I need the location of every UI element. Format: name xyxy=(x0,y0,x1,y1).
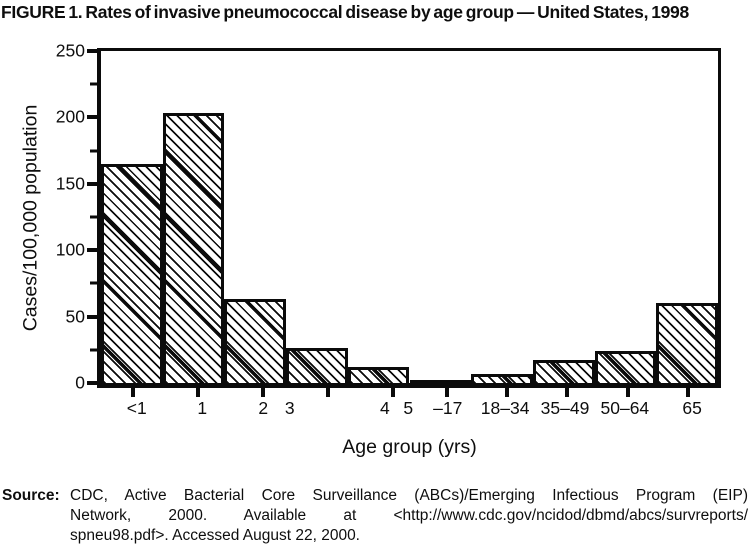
x-tick-label-18–34: 18–34 xyxy=(480,398,530,418)
y-tick-100 xyxy=(87,248,97,253)
bar-4 xyxy=(347,367,410,383)
x-tick-label-1: 1 xyxy=(197,398,208,418)
bar-<1 xyxy=(101,163,163,383)
bar-2 xyxy=(224,299,287,383)
bar-5–17 xyxy=(409,380,472,383)
x-tick-50–64 xyxy=(625,383,630,397)
bar-35–49 xyxy=(532,360,595,383)
x-tick-4 xyxy=(390,383,395,397)
x-axis-title: Age group (yrs) xyxy=(342,436,477,458)
x-tick-label-35–49: 35–49 xyxy=(540,398,590,418)
source-line-1: CDC, Active Bacterial Core Surveillance … xyxy=(70,487,748,504)
x-tick-label-3: 3 xyxy=(284,398,295,418)
y-minor-tick-175 xyxy=(90,149,97,153)
y-minor-tick-25 xyxy=(90,348,97,352)
figure-title: FIGURE 1. Rates of invasive pneumococcal… xyxy=(1,2,689,22)
x-tick-5–17 xyxy=(445,383,450,397)
source-line-3: spneu98.pdf>. Accessed August 22, 2000. xyxy=(70,527,360,544)
y-tick-label-100: 100 xyxy=(55,239,85,260)
y-axis-title: Cases/100,000 population xyxy=(19,104,42,332)
x-tick-label-4: 4 xyxy=(379,398,390,418)
plot-area: 0 50 100 150 200 250 <1 1 2 3 4 5 –17 18–34 35–49 50–64… xyxy=(56,41,721,418)
y-tick-label-200: 200 xyxy=(55,106,85,127)
y-tick-150 xyxy=(87,181,97,186)
y-tick-label-50: 50 xyxy=(65,306,85,327)
y-tick-200 xyxy=(87,115,97,120)
y-minor-tick-225 xyxy=(90,82,97,86)
x-tick-18–34 xyxy=(504,383,509,397)
x-tick-3 xyxy=(326,383,331,397)
x-tick-label-<1: <1 xyxy=(126,398,147,418)
bar-3 xyxy=(286,348,348,383)
bar-1 xyxy=(162,113,225,383)
y-tick-50 xyxy=(87,314,97,319)
x-tick-label-2: 2 xyxy=(258,398,269,418)
x-tick-label-–17: –17 xyxy=(433,398,463,418)
y-minor-tick-125 xyxy=(90,215,97,219)
source-line-2: Network, 2000. Available at <http://www.… xyxy=(70,507,748,524)
source-text: CDC, Active Bacterial Core Surveillance … xyxy=(70,486,748,544)
x-tick-65 xyxy=(685,383,690,397)
y-minor-tick-75 xyxy=(90,281,97,285)
y-tick-label-0: 0 xyxy=(75,372,85,393)
x-tick-label-50–64: 50–64 xyxy=(600,398,650,418)
x-tick-35–49 xyxy=(564,383,569,397)
source-label: Source: xyxy=(2,487,60,504)
bar-65 xyxy=(656,303,718,383)
x-tick-2 xyxy=(261,383,266,397)
x-tick-label-65: 65 xyxy=(682,398,702,418)
y-tick-250 xyxy=(87,49,97,53)
bar-18–34 xyxy=(471,373,533,383)
y-tick-label-250: 250 xyxy=(55,40,85,61)
x-tick-<1 xyxy=(131,383,136,397)
y-tick-0 xyxy=(87,381,97,385)
source-note: Source: CDC, Active Bacterial Core Surve… xyxy=(2,486,748,544)
y-tick-label-150: 150 xyxy=(55,173,85,194)
x-tick-label-5: 5 xyxy=(403,398,414,418)
bar-50–64 xyxy=(594,351,657,383)
x-tick-1 xyxy=(195,383,200,397)
